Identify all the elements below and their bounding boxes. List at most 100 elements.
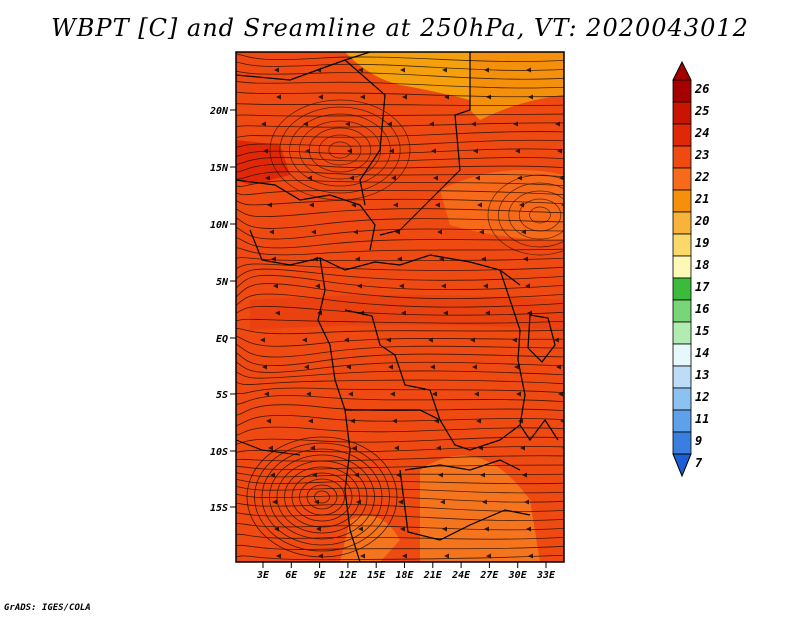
lon-tick-label: 21E xyxy=(423,570,443,581)
streamline-arrow xyxy=(386,337,391,343)
colorbar-swatch xyxy=(672,79,692,103)
streamline-arrow xyxy=(559,175,564,181)
map-area xyxy=(236,52,574,562)
streamline xyxy=(236,163,564,173)
streamline xyxy=(236,53,564,63)
streamline-arrow xyxy=(444,553,449,559)
streamline xyxy=(236,472,564,478)
colorbar-swatch xyxy=(672,167,692,191)
streamline-arrow xyxy=(555,121,560,127)
streamline-arrow xyxy=(314,499,319,505)
streamline-vortex xyxy=(314,490,330,504)
colorbar-level-label: 25 xyxy=(694,104,709,118)
colorbar-swatch xyxy=(672,189,692,213)
colorbar-swatch xyxy=(672,255,692,279)
colorbar-swatch xyxy=(672,277,692,301)
colorbar-level-label: 21 xyxy=(694,192,709,206)
colorbar-swatch xyxy=(672,431,692,455)
streamline xyxy=(236,395,564,405)
streamline xyxy=(236,122,564,128)
streamline-arrow xyxy=(316,526,321,532)
streamline xyxy=(236,485,564,494)
streamline xyxy=(236,190,564,196)
streamline-arrow xyxy=(273,283,278,289)
streamline-arrow xyxy=(355,256,360,262)
streamline-arrow xyxy=(568,68,573,73)
streamline xyxy=(236,415,564,427)
streamline-curl xyxy=(289,113,391,187)
streamline-arrow xyxy=(513,121,518,127)
streamline-arrow xyxy=(312,472,317,478)
streamline-arrow xyxy=(441,283,446,289)
streamline xyxy=(236,131,564,138)
streamline xyxy=(236,217,564,229)
colorbar-swatch xyxy=(672,299,692,323)
streamline-arrow xyxy=(260,337,265,343)
streamline-arrow xyxy=(434,418,439,424)
streamline-curl xyxy=(318,134,362,166)
lat-tick-label: 5N xyxy=(216,277,229,288)
streamline-arrow xyxy=(429,121,434,127)
streamline xyxy=(236,436,564,445)
streamline-arrow xyxy=(360,553,365,559)
streamline-arrow xyxy=(482,499,487,505)
streamline-arrow xyxy=(389,148,394,154)
streamline-arrow xyxy=(268,445,273,451)
streamline-arrow xyxy=(437,229,442,235)
lon-tick-label: 3E xyxy=(256,570,270,581)
streamline-arrow xyxy=(480,472,485,478)
streamline-arrow xyxy=(392,418,397,424)
lat-tick-label: 15N xyxy=(210,163,229,174)
streamline-arrow xyxy=(261,121,266,127)
streamline-arrow xyxy=(471,121,476,127)
streamline-arrow xyxy=(478,445,483,451)
streamline-arrow xyxy=(353,229,358,235)
streamline-arrow xyxy=(318,553,323,559)
streamline xyxy=(236,305,564,316)
colorbar-top-arrow xyxy=(672,60,692,81)
streamline-arrow xyxy=(560,419,564,423)
streamline xyxy=(236,522,564,531)
streamline-arrow xyxy=(527,310,532,316)
streamline xyxy=(236,318,564,324)
streamline-arrow xyxy=(528,553,533,559)
lat-tick-label: 15S xyxy=(210,503,228,514)
streamline-arrow xyxy=(399,283,404,289)
longitude-axis: 3E 6E 9E 12E 15E 18E 21E 24E 27E 30E 33E xyxy=(256,562,556,581)
streamline xyxy=(236,274,564,291)
streamline-arrow xyxy=(443,310,448,316)
streamline-arrow xyxy=(344,337,349,343)
streamline-arrow xyxy=(522,472,527,478)
streamline-curl xyxy=(508,190,564,240)
streamline-arrow xyxy=(479,229,484,235)
streamline-curl xyxy=(518,198,562,232)
streamline xyxy=(236,283,564,299)
streamline-arrow xyxy=(271,256,276,262)
streamline xyxy=(236,379,564,385)
streamline xyxy=(236,113,564,117)
grads-credit: GrADS: IGES/COLA xyxy=(4,603,91,613)
map-frame xyxy=(235,51,565,563)
streamline-arrow xyxy=(394,445,399,451)
colorbar-level-label: 7 xyxy=(695,456,703,470)
colorbar-level-label: 20 xyxy=(694,214,709,228)
lon-tick-label: 27E xyxy=(479,570,499,581)
colorbar-level-label: 16 xyxy=(695,302,709,316)
streamline xyxy=(236,370,564,379)
streamline-arrow xyxy=(347,148,352,154)
streamline xyxy=(236,157,564,166)
colorbar-level-label: 24 xyxy=(694,126,709,140)
streamline-arrow xyxy=(388,364,393,370)
streamline-arrow xyxy=(569,311,574,316)
streamline-arrow xyxy=(401,310,406,316)
lon-tick-label: 33E xyxy=(536,570,556,581)
streamline-arrow xyxy=(475,175,480,181)
streamline-arrow xyxy=(269,229,274,235)
streamline-arrow xyxy=(306,391,311,397)
lat-tick-label: 10S xyxy=(210,447,228,458)
streamline-arrow xyxy=(387,121,392,127)
colorbar-swatch xyxy=(672,123,692,147)
streamline-vortex xyxy=(306,484,338,510)
streamline-arrow xyxy=(350,418,355,424)
